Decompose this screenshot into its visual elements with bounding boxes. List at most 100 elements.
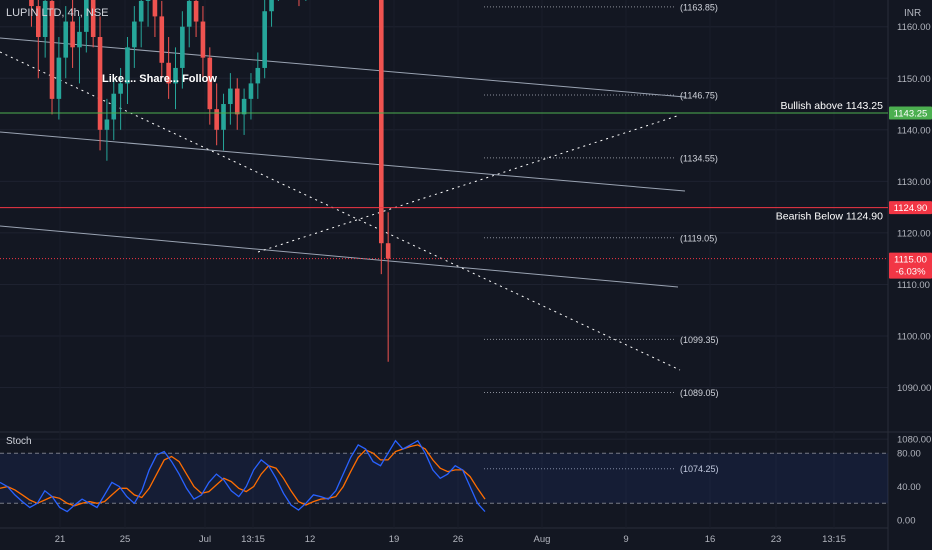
candle-body xyxy=(70,21,75,48)
candle xyxy=(186,0,192,48)
candle xyxy=(70,0,75,68)
time-tick-label: 23 xyxy=(771,534,782,545)
candle xyxy=(207,47,213,125)
candle xyxy=(63,6,69,79)
candle-body xyxy=(145,0,151,1)
candle xyxy=(29,0,34,27)
candle xyxy=(111,78,117,141)
candle-body xyxy=(104,119,110,130)
candle xyxy=(234,78,240,130)
price-tick-label: 1140.00 xyxy=(897,125,931,136)
candle-body xyxy=(200,21,206,58)
candle-body xyxy=(248,83,254,99)
candle-body xyxy=(49,0,55,99)
time-tick-label: 25 xyxy=(120,534,131,545)
candle-body xyxy=(228,88,233,105)
candle xyxy=(152,0,158,38)
channel-middle xyxy=(0,131,686,192)
current-price-badge xyxy=(889,252,932,279)
target-label: (1146.75) xyxy=(680,91,718,101)
candle-body xyxy=(90,0,96,38)
candle xyxy=(193,0,199,38)
candle-body xyxy=(138,0,144,22)
candle-body xyxy=(111,93,117,120)
time-tick-label: 26 xyxy=(453,534,464,545)
falling-dotted-trendline xyxy=(0,51,681,371)
candle xyxy=(159,0,165,79)
stoch-k-line xyxy=(0,439,486,513)
candle xyxy=(132,6,137,68)
candle xyxy=(241,88,247,135)
time-tick-label: 21 xyxy=(55,534,66,545)
target-label: (1099.35) xyxy=(680,335,719,345)
stoch-tick-label: 80.00 xyxy=(897,449,921,460)
candle-body xyxy=(221,104,226,130)
candle xyxy=(77,16,82,84)
bearish-level-label: Bearish Below 1124.90 xyxy=(776,211,883,223)
candle xyxy=(228,73,233,125)
stoch-tick-label: 40.00 xyxy=(897,482,921,493)
price-tick-label: 1090.00 xyxy=(897,383,931,394)
annotation-text: Like.... Share... Follow xyxy=(102,73,217,85)
candle xyxy=(104,98,110,161)
candle xyxy=(385,212,391,362)
bullish-price-badge xyxy=(889,106,932,120)
price-tick-label: 1080.00 xyxy=(897,435,931,446)
candle xyxy=(56,37,62,120)
candle xyxy=(36,0,41,79)
candle-body xyxy=(77,31,82,48)
stoch-tick-label: 0.00 xyxy=(897,516,916,527)
candle xyxy=(166,37,171,99)
candle xyxy=(145,0,151,27)
bullish-level-label: Bullish above 1143.25 xyxy=(780,100,883,112)
target-label: (1134.55) xyxy=(680,153,718,163)
candle xyxy=(214,83,219,146)
candle-body xyxy=(152,0,158,17)
price-axis[interactable]: 1080.00 1090.00 1100.00 1110.00 1120.00 1130.… xyxy=(55,0,932,545)
candle-body xyxy=(385,243,391,259)
candle xyxy=(49,0,55,115)
candle xyxy=(269,0,274,27)
price-tick-label: 1160.00 xyxy=(897,22,931,33)
candle xyxy=(84,0,89,53)
channel-lines xyxy=(0,37,686,371)
candle-body xyxy=(84,0,89,32)
time-tick-label: 13:15 xyxy=(241,534,265,545)
candle-body xyxy=(180,26,185,68)
stochastic-pane[interactable]: 80.00 40.00 0.00 xyxy=(0,439,921,527)
candle-body xyxy=(118,83,123,94)
time-tick-label: 12 xyxy=(305,534,316,545)
candle-body xyxy=(255,67,261,84)
time-tick-label: 19 xyxy=(389,534,400,545)
candle-body xyxy=(97,37,103,130)
price-tick-label: 1120.00 xyxy=(897,228,931,239)
candle-body xyxy=(63,21,69,58)
candle xyxy=(379,0,384,275)
stoch-band xyxy=(0,453,888,504)
candle-body xyxy=(29,0,34,7)
channel-upper xyxy=(0,37,686,98)
candle-body xyxy=(42,0,48,38)
horizontal-levels: (1174.45)(1163.85)(1146.75)(1134.55)(111… xyxy=(0,2,932,474)
time-tick-label: 9 xyxy=(623,534,628,545)
candle xyxy=(42,0,48,58)
target-label: (1119.05) xyxy=(680,233,717,243)
time-tick-label: Jul xyxy=(199,534,211,545)
channel-lower xyxy=(0,225,679,288)
candle-body xyxy=(241,98,247,115)
candle xyxy=(200,6,206,79)
stoch-label: Stoch xyxy=(6,436,32,447)
candle xyxy=(180,11,185,89)
bullish-price-badge-text: 1143.25 xyxy=(894,109,928,120)
price-tick-label: 1150.00 xyxy=(897,74,931,85)
candlestick-series[interactable] xyxy=(2,0,391,362)
candle-body xyxy=(36,6,41,38)
target-label: (1074.25) xyxy=(680,464,719,474)
candle-body xyxy=(173,67,178,84)
rising-dotted-trendline xyxy=(257,114,681,253)
chart-title: LUPIN LTD, 4h, NSE xyxy=(6,7,109,19)
candle-body xyxy=(193,0,199,22)
candle xyxy=(125,37,130,105)
candle-body xyxy=(207,57,213,110)
